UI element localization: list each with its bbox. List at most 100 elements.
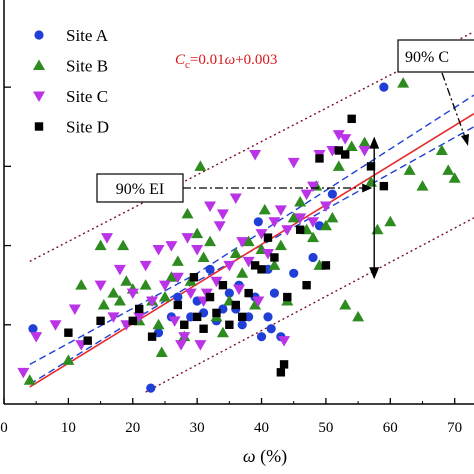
data-point [17, 367, 30, 379]
ci-pointer-head [461, 134, 469, 146]
data-point [49, 320, 62, 331]
data-point [152, 245, 165, 256]
x-tick-label: 60 [383, 420, 398, 436]
data-point [180, 320, 189, 329]
data-point [75, 279, 88, 290]
data-point [249, 149, 262, 161]
data-point [113, 264, 126, 276]
data-point [229, 247, 242, 258]
data-point [270, 253, 279, 262]
data-point [252, 296, 265, 308]
data-point [204, 235, 217, 247]
data-point [194, 340, 207, 351]
data-point [255, 229, 268, 240]
equation-rhs-prefix: =0.01 [190, 52, 225, 68]
data-point [178, 332, 191, 343]
x-axis-title: ω (%) [243, 446, 287, 467]
legend-marker [33, 59, 45, 70]
data-point [269, 288, 280, 298]
data-point [165, 271, 178, 282]
data-point [339, 134, 352, 145]
data-point [94, 280, 107, 292]
data-point [101, 233, 114, 244]
data-point [238, 312, 247, 322]
data-point [189, 273, 199, 282]
data-point [213, 221, 226, 232]
data-point [332, 130, 345, 141]
data-point [278, 336, 291, 347]
confidence-interval-lower [29, 126, 474, 385]
data-point [175, 340, 188, 351]
x-axis-unit: (%) [256, 446, 287, 467]
data-point [229, 193, 242, 205]
equation-subscript: c [185, 59, 190, 71]
data-point [268, 259, 281, 270]
legend: Site A Site B Site C Site D [33, 26, 109, 137]
legend-marker [33, 91, 45, 102]
data-point [242, 235, 255, 247]
data-point [266, 324, 276, 334]
data-point [204, 201, 217, 212]
data-point [120, 275, 133, 286]
data-point [442, 164, 455, 175]
data-point [62, 354, 75, 365]
data-point [199, 324, 208, 333]
data-point [253, 217, 263, 227]
data-point [173, 300, 183, 310]
axes-layer: 0 10 20 30 40 50 60 70 [0, 0, 474, 436]
data-point [263, 233, 273, 242]
annotations-layer [183, 72, 469, 280]
data-point [218, 280, 228, 290]
data-point [416, 180, 429, 191]
legend-marker [34, 30, 44, 40]
data-point [334, 146, 343, 155]
ei-pointer-head [362, 183, 373, 193]
data-point [236, 237, 249, 248]
equation-variable: ω [225, 52, 236, 68]
data-point [146, 296, 159, 308]
x-tick-label: 0 [0, 420, 8, 436]
data-point [158, 291, 171, 302]
data-point [289, 268, 299, 278]
data-point [128, 316, 137, 326]
data-point [379, 181, 389, 191]
data-point [256, 332, 267, 342]
data-point [347, 114, 356, 124]
data-point [307, 217, 320, 228]
data-point [358, 136, 371, 148]
data-point [147, 332, 157, 341]
ei-arrow-down [369, 267, 380, 280]
data-point [216, 209, 229, 220]
data-point [224, 288, 234, 298]
data-point [152, 318, 165, 330]
ci-pointer [441, 72, 467, 141]
data-point [223, 260, 236, 272]
data-point [30, 332, 43, 343]
data-point [210, 276, 223, 288]
legend-label: Site A [66, 26, 109, 45]
data-point [139, 260, 152, 272]
data-point [327, 189, 337, 199]
data-point [64, 328, 73, 337]
data-point [397, 77, 410, 88]
data-point [197, 251, 210, 262]
data-point [274, 239, 287, 251]
data-point [258, 203, 271, 215]
data-point [315, 154, 324, 163]
data-point [379, 82, 389, 92]
prediction-interval-lower [145, 217, 474, 393]
data-point [435, 144, 448, 156]
points-layer [17, 77, 461, 393]
data-point [345, 140, 358, 152]
data-point [279, 360, 289, 369]
ei-label: 90% EI [116, 181, 164, 198]
data-point [276, 368, 286, 377]
data-point [133, 312, 146, 323]
data-point [307, 181, 320, 193]
data-point [237, 320, 247, 330]
data-point [287, 211, 300, 223]
data-point [212, 308, 221, 318]
data-point [332, 160, 345, 171]
x-tick-label: 70 [447, 420, 462, 436]
data-point [233, 284, 245, 296]
